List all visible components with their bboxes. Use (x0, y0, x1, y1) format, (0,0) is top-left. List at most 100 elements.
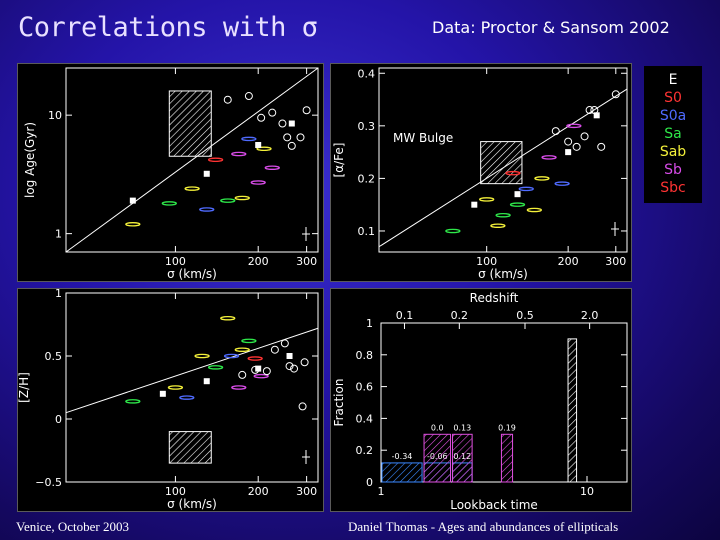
bar (423, 433, 452, 483)
spiral-point (526, 207, 542, 213)
data-credit: Data: Proctor & Sansom 2002 (432, 18, 670, 37)
spiral-point (125, 399, 141, 404)
elliptical-point (223, 95, 232, 104)
spiral-point (184, 186, 200, 191)
spiral-point (125, 222, 141, 227)
y-tick-label: 0.6 (356, 381, 374, 394)
spiral-point (566, 123, 582, 129)
spiral-point (256, 146, 272, 152)
y-axis-label: [α/Fe] (332, 143, 346, 178)
spiral-point (231, 151, 247, 157)
spiral-point (479, 197, 495, 202)
bar (567, 338, 578, 483)
elliptical-point (285, 362, 294, 371)
elliptical-point (257, 113, 266, 122)
bar (381, 462, 423, 483)
elliptical-point (298, 402, 307, 411)
binned-mean-point (288, 120, 295, 127)
binned-mean-point (203, 378, 210, 385)
bar-label: -0.34 (392, 452, 413, 461)
lookback-fraction-panel: Redshift 0.1 0.2 0.5 2.0 1 10 0 0.2 0.4 0.6 0.8 1 Loo… (330, 288, 632, 512)
y-tick-label: 1 (366, 317, 373, 330)
age-sigma-panel: 100 200 300 1 10 σ (km/s) log Age(Gyr) (17, 63, 324, 282)
legend: E S0 S0a Sa Sab Sb Sbc (644, 66, 702, 203)
spiral-point (241, 136, 257, 142)
elliptical-point (270, 345, 279, 354)
elliptical-point (597, 142, 606, 151)
elliptical-point (262, 367, 271, 376)
bulge-annotation: MW Bulge (393, 131, 453, 145)
y-tick-label: 0.1 (358, 225, 376, 238)
x-tick-label: 300 (296, 485, 317, 498)
spiral-point (509, 202, 526, 207)
top-tick-label: 0.2 (451, 309, 469, 322)
spiral-point (234, 195, 250, 201)
bulge-box (480, 141, 523, 185)
top-axis-label: Redshift (470, 291, 519, 305)
spiral-point (554, 181, 570, 186)
legend-item-sab: Sab (659, 144, 687, 160)
binned-mean-point (129, 197, 136, 204)
elliptical-point (572, 142, 581, 151)
legend-item-s0a: S0a (659, 108, 687, 124)
spiral-point (207, 365, 224, 370)
y-tick-label: 0.8 (356, 349, 374, 362)
y-tick-label: 0.2 (358, 172, 376, 185)
x-tick-label: 100 (476, 255, 497, 268)
spiral-point (199, 207, 215, 212)
elliptical-point (283, 133, 292, 142)
x-axis-label: σ (km/s) (167, 267, 217, 281)
x-tick-label: 200 (248, 485, 269, 498)
y-tick-label: 1 (55, 289, 62, 300)
spiral-point (220, 315, 236, 321)
top-tick-label: 0.5 (516, 309, 534, 322)
y-tick-label: −0.5 (35, 476, 62, 489)
spiral-point (194, 353, 210, 359)
bulge-box (168, 90, 212, 157)
legend-item-sb: Sb (664, 162, 682, 178)
elliptical-point (296, 133, 305, 142)
elliptical-point (278, 119, 287, 128)
binned-mean-point (514, 191, 521, 198)
x-tick-label: 10 (580, 485, 594, 498)
spiral-point (445, 228, 461, 234)
legend-item-s0: S0 (664, 90, 682, 106)
x-axis-label: σ (km/s) (167, 497, 217, 511)
spiral-point (247, 356, 263, 361)
spiral-point (534, 176, 550, 181)
binned-mean-point (565, 149, 572, 156)
elliptical-point (302, 106, 311, 115)
fit-line (65, 67, 319, 253)
x-tick-label: 200 (558, 255, 579, 268)
y-tick-label: 0.5 (45, 350, 63, 363)
footer-talk-title: Daniel Thomas - Ages and abundances of e… (348, 519, 619, 534)
bar-label: 0.19 (498, 423, 516, 432)
binned-mean-point (471, 201, 478, 208)
binned-mean-point (255, 141, 262, 148)
x-tick-label: 1 (378, 485, 385, 498)
spiral-point (253, 373, 269, 379)
spiral-point (264, 165, 280, 170)
alpha-sigma-panel: 100 200 300 0.1 0.2 0.3 0.4 σ (km/s) [α/Fe] MW Bu… (330, 63, 632, 282)
metallicity-sigma-chart: 100 200 300 −0.5 0 0.5 1 σ (km/s) [Z/H] (18, 289, 319, 511)
legend-item-sbc: Sbc (660, 180, 686, 196)
elliptical-point (564, 137, 573, 146)
spiral-point (231, 385, 247, 390)
binned-mean-point (255, 365, 262, 372)
bar-label: 0.0 (431, 423, 444, 432)
spiral-point (490, 223, 506, 228)
binned-mean-point (593, 112, 600, 119)
binned-mean-point (159, 390, 166, 397)
spiral-point (234, 347, 250, 352)
y-tick-label: 1 (55, 228, 62, 241)
plot-frame (65, 292, 319, 483)
elliptical-point (287, 141, 296, 150)
bar-label: 0.13 (453, 423, 471, 432)
lookback-fraction-chart: Redshift 0.1 0.2 0.5 2.0 1 10 0 0.2 0.4 0.6 0.8 1 Loo… (332, 291, 628, 511)
metallicity-sigma-panel: 100 200 300 −0.5 0 0.5 1 σ (km/s) [Z/H] (17, 288, 324, 512)
y-tick-label: 0.4 (356, 412, 374, 425)
spiral-point (223, 353, 240, 359)
x-tick-label: 300 (296, 255, 317, 268)
elliptical-point (280, 339, 289, 348)
y-axis-label: log Age(Gyr) (23, 122, 37, 198)
